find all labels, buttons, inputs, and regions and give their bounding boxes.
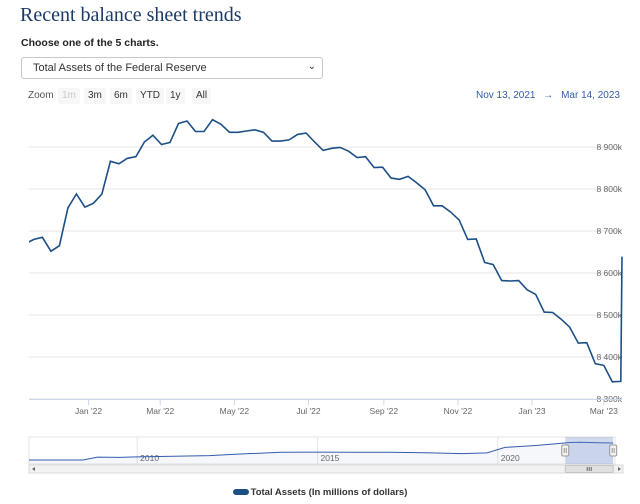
navigator-handle-left[interactable] (561, 444, 570, 457)
x-tick-label: Sep '22 (370, 406, 399, 416)
navigator-line (29, 441, 614, 461)
date-range: Nov 13, 2021 → Mar 14, 2023 (476, 90, 620, 101)
chevron-down-icon: ⌄ (307, 61, 316, 72)
scrollbar-track[interactable] (28, 464, 624, 474)
x-tick-label: May '22 (220, 406, 250, 416)
navigator-tick-label: 2015 (320, 453, 339, 463)
zoom-1y-button[interactable]: 1y (166, 88, 185, 104)
navigator-tick-label: 2020 (501, 453, 520, 463)
legend-swatch (232, 489, 249, 496)
y-tick-label: 8 500k (596, 310, 622, 320)
x-tick-label: Nov '22 (444, 406, 473, 416)
zoom-label: Zoom (28, 90, 54, 101)
navigator-mask (565, 437, 614, 464)
x-tick-label: Jan '23 (518, 406, 545, 416)
navigator-frame (28, 436, 616, 465)
y-tick-label: 8 700k (596, 226, 622, 236)
navigator-handle-right[interactable] (609, 444, 618, 457)
zoom-ytd-button[interactable]: YTD (136, 88, 164, 104)
y-tick-label: 8 600k (596, 268, 622, 278)
scroll-left-arrow-icon[interactable] (32, 467, 35, 471)
navigator-tick-label: 2010 (140, 453, 159, 463)
range-arrow: → (543, 90, 554, 101)
x-tick-label: Mar '23 (590, 406, 618, 416)
x-tick-label: Mar '22 (146, 406, 174, 416)
page-title: Recent balance sheet trends (20, 4, 242, 26)
range-from-input[interactable]: Nov 13, 2021 (476, 90, 536, 101)
series-line (29, 118, 623, 383)
x-tick-label: Jan '22 (75, 406, 102, 416)
zoom-3m-button[interactable]: 3m (84, 88, 106, 104)
range-to-input[interactable]: Mar 14, 2023 (561, 90, 620, 101)
scroll-right-arrow-icon[interactable] (618, 467, 621, 471)
chart-select-value: Total Assets of the Federal Reserve (33, 62, 207, 74)
y-tick-label: 8 900k (596, 142, 622, 152)
x-tick-label: Jul '22 (296, 406, 321, 416)
zoom-6m-button[interactable]: 6m (110, 88, 132, 104)
navigator-area (29, 442, 614, 464)
zoom-1m-button[interactable]: 1m (58, 88, 80, 104)
y-tick-label: 8 800k (596, 184, 622, 194)
chart-legend[interactable]: Total Assets (In millions of dollars) (0, 487, 640, 498)
chart-chooser-label: Choose one of the 5 charts. (21, 37, 159, 49)
y-tick-label: 8 400k (596, 352, 622, 362)
zoom-all-button[interactable]: All (192, 88, 212, 104)
legend-label: Total Assets (In millions of dollars) (250, 487, 408, 498)
chart-select[interactable]: Total Assets of the Federal Reserve ⌄ (21, 57, 323, 79)
